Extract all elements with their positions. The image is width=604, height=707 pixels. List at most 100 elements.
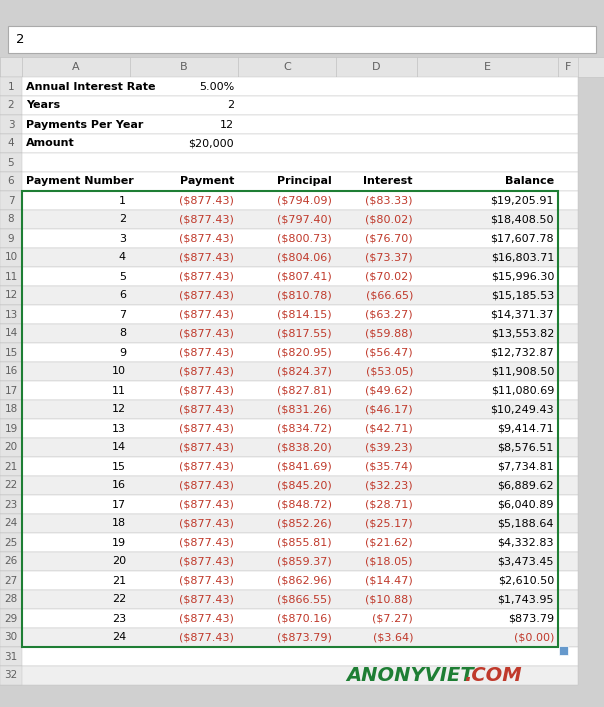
- Bar: [0, 628, 22, 647]
- Text: $10,249.43: $10,249.43: [490, 404, 554, 414]
- Bar: [0, 381, 578, 400]
- Text: 18: 18: [4, 404, 18, 414]
- Text: .COM: .COM: [464, 666, 522, 685]
- Text: $15,996.30: $15,996.30: [490, 271, 554, 281]
- Bar: [0, 552, 578, 571]
- Text: ($877.43): ($877.43): [179, 233, 234, 243]
- Text: ($804.06): ($804.06): [277, 252, 332, 262]
- Text: $4,332.83: $4,332.83: [498, 537, 554, 547]
- Text: 4: 4: [119, 252, 126, 262]
- Text: ($877.43): ($877.43): [179, 500, 234, 510]
- Bar: [0, 172, 578, 191]
- Bar: [0, 552, 22, 571]
- Text: ($10.88): ($10.88): [365, 595, 413, 604]
- Text: 8: 8: [119, 329, 126, 339]
- Text: ($83.33): ($83.33): [365, 196, 413, 206]
- Text: ($28.71): ($28.71): [365, 500, 413, 510]
- Text: F: F: [565, 62, 571, 72]
- Bar: [0, 571, 22, 590]
- Text: C: C: [283, 62, 291, 72]
- Text: Balance: Balance: [505, 177, 554, 187]
- Bar: [0, 115, 578, 134]
- Bar: [0, 533, 22, 552]
- Text: ($80.02): ($80.02): [365, 214, 413, 225]
- Text: 9: 9: [119, 348, 126, 358]
- Bar: [0, 495, 22, 514]
- Bar: [0, 324, 578, 343]
- Text: ($877.43): ($877.43): [179, 633, 234, 643]
- Text: 16: 16: [4, 366, 18, 377]
- Text: 3: 3: [119, 233, 126, 243]
- Text: ($877.43): ($877.43): [179, 310, 234, 320]
- Text: 6: 6: [8, 177, 14, 187]
- Text: 20: 20: [112, 556, 126, 566]
- Bar: [0, 229, 22, 248]
- Text: 23: 23: [112, 614, 126, 624]
- Text: ($866.55): ($866.55): [277, 595, 332, 604]
- Bar: [0, 210, 578, 229]
- Text: ($877.43): ($877.43): [179, 252, 234, 262]
- Bar: [0, 134, 578, 153]
- Bar: [0, 77, 578, 96]
- Text: ($63.27): ($63.27): [365, 310, 413, 320]
- Bar: [0, 590, 22, 609]
- Bar: [22, 191, 558, 647]
- Bar: [559, 646, 568, 655]
- Text: 13: 13: [112, 423, 126, 433]
- Bar: [0, 248, 22, 267]
- Text: $19,205.91: $19,205.91: [490, 196, 554, 206]
- Text: 10: 10: [4, 252, 18, 262]
- Bar: [0, 0, 604, 22]
- Text: 15: 15: [4, 348, 18, 358]
- Text: ($7.27): ($7.27): [372, 614, 413, 624]
- Bar: [0, 533, 578, 552]
- Text: ($838.20): ($838.20): [277, 443, 332, 452]
- Text: $15,185.53: $15,185.53: [490, 291, 554, 300]
- Text: ($824.37): ($824.37): [277, 366, 332, 377]
- Text: 15: 15: [112, 462, 126, 472]
- Text: ($39.23): ($39.23): [365, 443, 413, 452]
- Text: ($32.23): ($32.23): [365, 481, 413, 491]
- Bar: [0, 514, 578, 533]
- Text: Interest: Interest: [364, 177, 413, 187]
- Text: ($794.09): ($794.09): [277, 196, 332, 206]
- Text: 14: 14: [4, 329, 18, 339]
- Text: 18: 18: [112, 518, 126, 529]
- Bar: [0, 286, 578, 305]
- Text: ($59.88): ($59.88): [365, 329, 413, 339]
- Text: $16,803.71: $16,803.71: [490, 252, 554, 262]
- Text: 11: 11: [112, 385, 126, 395]
- Text: $5,188.64: $5,188.64: [498, 518, 554, 529]
- Text: 7: 7: [8, 196, 14, 206]
- Text: $6,040.89: $6,040.89: [498, 500, 554, 510]
- Text: ($53.05): ($53.05): [365, 366, 413, 377]
- Text: ($49.62): ($49.62): [365, 385, 413, 395]
- Text: ($877.43): ($877.43): [179, 329, 234, 339]
- Bar: [0, 400, 22, 419]
- Text: 2: 2: [8, 100, 14, 110]
- Bar: [0, 191, 22, 210]
- Text: $11,908.50: $11,908.50: [490, 366, 554, 377]
- Text: 8: 8: [8, 214, 14, 225]
- Text: 5.00%: 5.00%: [199, 81, 234, 91]
- Bar: [558, 57, 578, 77]
- Text: $8,576.51: $8,576.51: [498, 443, 554, 452]
- Text: ($827.81): ($827.81): [277, 385, 332, 395]
- Bar: [0, 210, 22, 229]
- Text: $17,607.78: $17,607.78: [490, 233, 554, 243]
- Text: ($877.43): ($877.43): [179, 518, 234, 529]
- Text: B: B: [180, 62, 188, 72]
- Text: 9: 9: [8, 233, 14, 243]
- Bar: [0, 647, 578, 666]
- Text: E: E: [484, 62, 491, 72]
- Text: 17: 17: [112, 500, 126, 510]
- Text: Principal: Principal: [277, 177, 332, 187]
- Text: 17: 17: [4, 385, 18, 395]
- Text: $13,553.82: $13,553.82: [490, 329, 554, 339]
- Text: D: D: [372, 62, 381, 72]
- Bar: [417, 57, 558, 77]
- Text: ($877.43): ($877.43): [179, 423, 234, 433]
- Bar: [0, 172, 22, 191]
- Bar: [0, 647, 22, 666]
- Text: ($873.79): ($873.79): [277, 633, 332, 643]
